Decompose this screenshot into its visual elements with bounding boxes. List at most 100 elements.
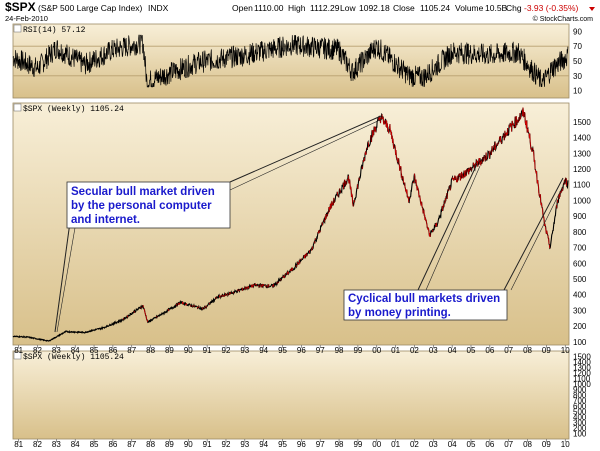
x-tick-label: 88 xyxy=(146,440,155,449)
x-tick-label: 94 xyxy=(259,440,268,449)
open-value: 1110.00 xyxy=(254,3,284,13)
x-tick-label: 00 xyxy=(372,346,381,355)
price-y-tick-label: 1000 xyxy=(573,196,591,205)
price-y-tick-label: 1200 xyxy=(573,165,591,174)
lower-y-tick-label: 700 xyxy=(573,397,587,406)
volume-value: 10.5B xyxy=(485,3,508,13)
secular-pointer-lower xyxy=(54,221,71,333)
x-tick-label: 85 xyxy=(90,440,99,449)
price-panel-label: $SPX (Weekly) 1105.24 xyxy=(23,105,124,114)
lower-legend-swatch xyxy=(13,351,22,360)
x-tick-label: 02 xyxy=(410,440,419,449)
cyclical-line-1: Cyclical bull markets driven xyxy=(348,293,500,305)
cyclical-callout-box xyxy=(343,289,508,321)
change-label: Chg xyxy=(506,3,522,13)
price-y-tick-label: 600 xyxy=(573,259,587,268)
secular-line-1: Secular bull market driven xyxy=(71,186,215,198)
close-label: Close xyxy=(393,3,415,13)
lower-y-tick-label: 500 xyxy=(573,408,587,417)
x-tick-label: 96 xyxy=(297,346,306,355)
x-tick-label: 05 xyxy=(467,440,476,449)
x-tick-label: 06 xyxy=(485,346,494,355)
x-tick-label: 87 xyxy=(127,346,136,355)
secular-pointer-upper-shadow xyxy=(229,118,383,191)
price-legend-swatch xyxy=(13,103,22,112)
rsi-panel-label: RSI(14) 57.12 xyxy=(23,26,86,35)
x-tick-label: 92 xyxy=(222,440,231,449)
x-tick-label: 83 xyxy=(52,440,61,449)
lower-panel xyxy=(12,350,570,440)
x-tick-label: 95 xyxy=(278,440,287,449)
x-tick-label: 94 xyxy=(259,346,268,355)
volume-label: Volume xyxy=(455,3,484,13)
secular-line-3: and internet. xyxy=(71,214,140,226)
price-y-tick-label: 100 xyxy=(573,338,587,347)
x-tick-label: 99 xyxy=(353,440,362,449)
x-tick-label: 84 xyxy=(71,440,80,449)
cyclical-line-2: by money printing. xyxy=(348,307,451,319)
secular-pointer-lower-shadow xyxy=(56,221,77,333)
lower-y-tick-label: 1100 xyxy=(573,375,591,384)
rsi-legend-swatch xyxy=(13,24,22,33)
x-tick-label: 89 xyxy=(165,440,174,449)
price-y-tick-label: 900 xyxy=(573,212,587,221)
lower-y-tick-label: 300 xyxy=(573,419,587,428)
lower-y-tick-label: 400 xyxy=(573,413,587,422)
price-y-tick-label: 800 xyxy=(573,228,587,237)
x-tick-label: 88 xyxy=(146,346,155,355)
lower-y-tick-label: 100 xyxy=(573,430,587,439)
x-tick-label: 00 xyxy=(372,440,381,449)
cyclical-callout: Cyclical bull markets driven by money pr… xyxy=(343,289,508,321)
lower-grid: 1002003004005006007008009001000110012001… xyxy=(573,353,591,439)
lower-y-tick-label: 900 xyxy=(573,386,587,395)
x-tick-label: 03 xyxy=(429,346,438,355)
cyclical-pointer-left-shadow xyxy=(425,165,481,291)
credit-label: © StockCharts.com xyxy=(533,15,594,23)
x-tick-label: 09 xyxy=(542,346,551,355)
change-value: -3.93 (-0.35%) xyxy=(524,3,578,13)
x-tick-label: 08 xyxy=(523,346,532,355)
x-tick-label: 82 xyxy=(33,346,42,355)
low-value: 1092.18 xyxy=(359,3,390,13)
x-tick-label: 93 xyxy=(240,346,249,355)
lower-y-tick-label: 1000 xyxy=(573,380,591,389)
secular-pointer-upper xyxy=(229,115,382,183)
lower-y-tick-label: 600 xyxy=(573,402,587,411)
secular-line-2: by the personal computer xyxy=(71,200,212,212)
x-axis-lower: 81 82 83 84 85 86 87 88 89 90 91 92 93 94 95 96 97 98 99 00… xyxy=(14,439,570,449)
price-grid: 100 200 300 400 500 600 700 800 900 1000 1100 1200 1… xyxy=(573,118,591,347)
cyclical-pointer-right-shadow xyxy=(510,179,567,291)
x-tick-label: 93 xyxy=(240,440,249,449)
secular-callout-box xyxy=(66,181,231,229)
lower-y-tick-label: 200 xyxy=(573,424,587,433)
price-y-tick-label: 400 xyxy=(573,291,587,300)
x-tick-label: 86 xyxy=(108,346,117,355)
price-y-tick-label: 1300 xyxy=(573,149,591,158)
exchange-label: INDX xyxy=(148,3,169,13)
lower-y-tick-label: 1500 xyxy=(573,353,591,362)
close-value: 1105.24 xyxy=(420,3,450,13)
x-axis-price: 81 82 83 84 85 86 87 88 89 90 91 92 93 94 95 96 97 98 99 00… xyxy=(14,345,570,355)
x-tick-label: 04 xyxy=(448,440,457,449)
x-tick-label: 06 xyxy=(485,440,494,449)
rsi-y-tick-label: 50 xyxy=(573,57,582,66)
spx-down-segments xyxy=(123,107,568,322)
x-tick-label: 91 xyxy=(203,440,212,449)
symbol-title: $SPX xyxy=(5,0,36,14)
lower-y-tick-label: 1400 xyxy=(573,358,591,367)
x-tick-label: 86 xyxy=(108,440,117,449)
price-y-tick-label: 700 xyxy=(573,244,587,253)
x-tick-label: 01 xyxy=(391,346,400,355)
x-tick-label: 05 xyxy=(467,346,476,355)
high-label: High xyxy=(288,3,306,13)
x-tick-label: 84 xyxy=(71,346,80,355)
x-tick-label: 09 xyxy=(542,440,551,449)
rsi-y-tick-label: 90 xyxy=(573,27,582,36)
x-tick-label: 81 xyxy=(14,440,23,449)
cyclical-pointer-right xyxy=(503,177,564,291)
x-tick-label: 07 xyxy=(504,346,513,355)
price-y-tick-label: 1500 xyxy=(573,118,591,127)
x-tick-label: 01 xyxy=(391,440,400,449)
lower-y-tick-label: 1300 xyxy=(573,364,591,373)
x-tick-label: 97 xyxy=(316,346,325,355)
